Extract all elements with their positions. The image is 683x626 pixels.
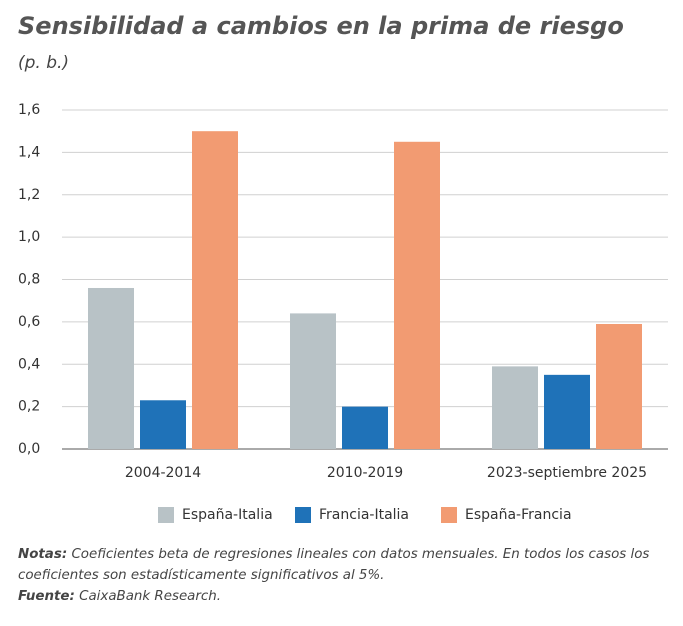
- chart: Sensibilidad a cambios en la prima de ri…: [18, 12, 668, 523]
- y-tick-label: 1,6: [18, 102, 40, 118]
- bar: [596, 323, 642, 449]
- notes-label: Notas:: [18, 547, 68, 562]
- notes-line: Notas: Coeficientes beta de regresiones …: [18, 544, 658, 586]
- chart-title: Sensibilidad a cambios en la prima de ri…: [18, 12, 624, 40]
- legend-label: España-Francia: [465, 507, 572, 523]
- source-text: CaixaBank Research.: [79, 589, 221, 604]
- bar: [492, 366, 538, 449]
- x-tick-label: 2023-septiembre 2025: [487, 465, 647, 481]
- y-tick-label: 1,4: [18, 144, 40, 160]
- legend-swatch: [295, 507, 311, 523]
- bar: [290, 313, 336, 449]
- bar: [88, 287, 134, 449]
- bar: [140, 400, 186, 449]
- y-tick-label: 0,8: [18, 272, 40, 288]
- notes-text: Coeficientes beta de regresiones lineale…: [18, 547, 650, 583]
- x-tick-label: 2010-2019: [327, 465, 403, 481]
- notes: Notas: Coeficientes beta de regresiones …: [18, 544, 658, 607]
- y-tick-label: 0,0: [18, 441, 40, 457]
- bar: [192, 131, 238, 449]
- legend-label: España-Italia: [182, 507, 273, 523]
- y-tick-label: 0,6: [18, 314, 40, 330]
- legend-swatch: [441, 507, 457, 523]
- y-tick-label: 0,2: [18, 399, 40, 415]
- bar: [342, 406, 388, 449]
- y-tick-label: 1,0: [18, 229, 40, 245]
- bar: [394, 141, 440, 449]
- legend-label: Francia-Italia: [319, 507, 409, 523]
- y-tick-label: 1,2: [18, 187, 40, 203]
- source-line: Fuente: CaixaBank Research.: [18, 586, 658, 607]
- y-tick-label: 0,4: [18, 356, 40, 372]
- source-label: Fuente:: [18, 589, 75, 604]
- chart-subtitle: (p. b.): [18, 53, 69, 73]
- bar: [544, 374, 590, 449]
- x-tick-label: 2004-2014: [125, 465, 201, 481]
- legend-swatch: [158, 507, 174, 523]
